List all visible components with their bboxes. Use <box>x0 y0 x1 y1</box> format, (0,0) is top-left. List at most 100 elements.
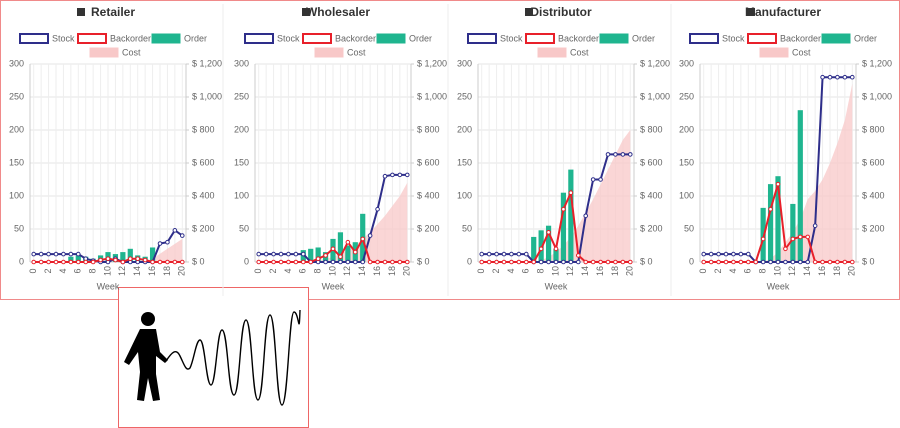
series-point <box>53 251 59 257</box>
order-bar <box>68 256 74 262</box>
legend-swatch <box>599 33 629 44</box>
cost-area <box>258 182 408 262</box>
series-point <box>397 172 403 178</box>
series-point <box>627 259 633 265</box>
series-point <box>842 74 848 80</box>
x-axis-label: Week <box>545 281 568 291</box>
y-tick-label: 150 <box>9 157 24 167</box>
legend-swatch <box>747 33 777 44</box>
y2-tick-label: $ 800 <box>417 124 440 134</box>
series-point <box>375 259 380 265</box>
title-icon <box>77 8 85 16</box>
legend-label: Stock <box>500 33 523 43</box>
x-tick-label: 14 <box>580 266 590 276</box>
order-bar <box>337 232 344 262</box>
y-tick-label: 250 <box>9 91 24 101</box>
series-point <box>568 190 574 195</box>
series-point <box>546 230 551 235</box>
x-tick-label: 8 <box>536 268 546 273</box>
x-tick-label: 12 <box>342 266 352 276</box>
legend-label: Order <box>409 33 432 43</box>
series-point <box>486 251 492 257</box>
title-icon <box>302 8 310 16</box>
y2-tick-label: $ 600 <box>640 157 663 167</box>
x-tick-label: 8 <box>313 268 323 273</box>
y-tick-label: 50 <box>14 223 24 233</box>
series-point <box>256 251 262 257</box>
series-point <box>583 213 589 219</box>
y-tick-label: 300 <box>457 58 472 68</box>
series-point <box>605 152 611 157</box>
series-point <box>179 259 185 265</box>
order-bar <box>538 230 544 262</box>
y-tick-label: 300 <box>9 58 24 68</box>
series-point <box>315 256 321 262</box>
series-point <box>738 251 744 257</box>
series-point <box>731 259 736 265</box>
series-point <box>613 152 618 157</box>
series-point <box>605 259 611 265</box>
y2-tick-label: $ 1,000 <box>862 91 892 101</box>
x-tick-label: 10 <box>102 266 112 276</box>
order-bar <box>75 255 81 262</box>
series-point <box>172 259 178 265</box>
x-tick-label: 18 <box>162 266 172 276</box>
y2-tick-label: $ 0 <box>417 256 430 266</box>
legend-swatch <box>89 47 119 58</box>
y2-tick-label: $ 1,000 <box>640 91 670 101</box>
y2-tick-label: $ 200 <box>192 223 215 233</box>
order-bar <box>553 248 559 262</box>
series-point <box>620 152 626 157</box>
series-point <box>820 74 825 80</box>
series-point <box>382 259 388 265</box>
series-point <box>738 259 744 265</box>
y-tick-label: 150 <box>457 157 472 167</box>
order-bar <box>797 110 803 262</box>
series-point <box>75 251 81 257</box>
x-tick-label: 0 <box>698 268 708 273</box>
series-point <box>745 251 751 257</box>
series-point <box>404 172 410 178</box>
y2-tick-label: $ 0 <box>862 256 875 266</box>
series-point <box>731 251 736 257</box>
x-tick-label: 2 <box>43 268 53 273</box>
legend-label: Stock <box>722 33 745 43</box>
series-point <box>390 259 395 265</box>
series-point <box>345 259 351 265</box>
series-point <box>300 251 306 257</box>
order-bar <box>315 247 321 262</box>
y2-tick-label: $ 600 <box>192 157 215 167</box>
legend-label: Stock <box>277 33 300 43</box>
series-point <box>775 259 781 265</box>
series-point <box>375 206 380 212</box>
series-point <box>61 259 66 265</box>
order-bar <box>790 203 796 262</box>
y-tick-label: 250 <box>457 91 472 101</box>
series-point <box>352 259 358 265</box>
series-point <box>575 259 581 265</box>
series-point <box>486 259 492 265</box>
x-tick-label: 12 <box>565 266 575 276</box>
series-point <box>38 259 44 265</box>
series-point <box>127 256 133 262</box>
y2-tick-label: $ 400 <box>417 190 440 200</box>
legend-label: Order <box>854 33 877 43</box>
chart-title: Wholesaler <box>306 5 370 19</box>
series-point <box>561 259 566 265</box>
legend-swatch <box>376 33 406 44</box>
series-point <box>165 259 170 265</box>
series-point <box>479 251 485 257</box>
series-point <box>98 257 103 263</box>
y-tick-label: 200 <box>457 124 472 134</box>
chart-title: Retailer <box>91 5 135 19</box>
series-point <box>271 259 276 265</box>
y2-tick-label: $ 200 <box>640 223 663 233</box>
series-point <box>367 259 373 265</box>
series-point <box>286 251 291 257</box>
y-tick-label: 50 <box>684 223 694 233</box>
series-point <box>360 236 366 242</box>
series-point <box>150 259 155 265</box>
series-point <box>165 239 170 245</box>
x-tick-label: 14 <box>802 266 812 276</box>
